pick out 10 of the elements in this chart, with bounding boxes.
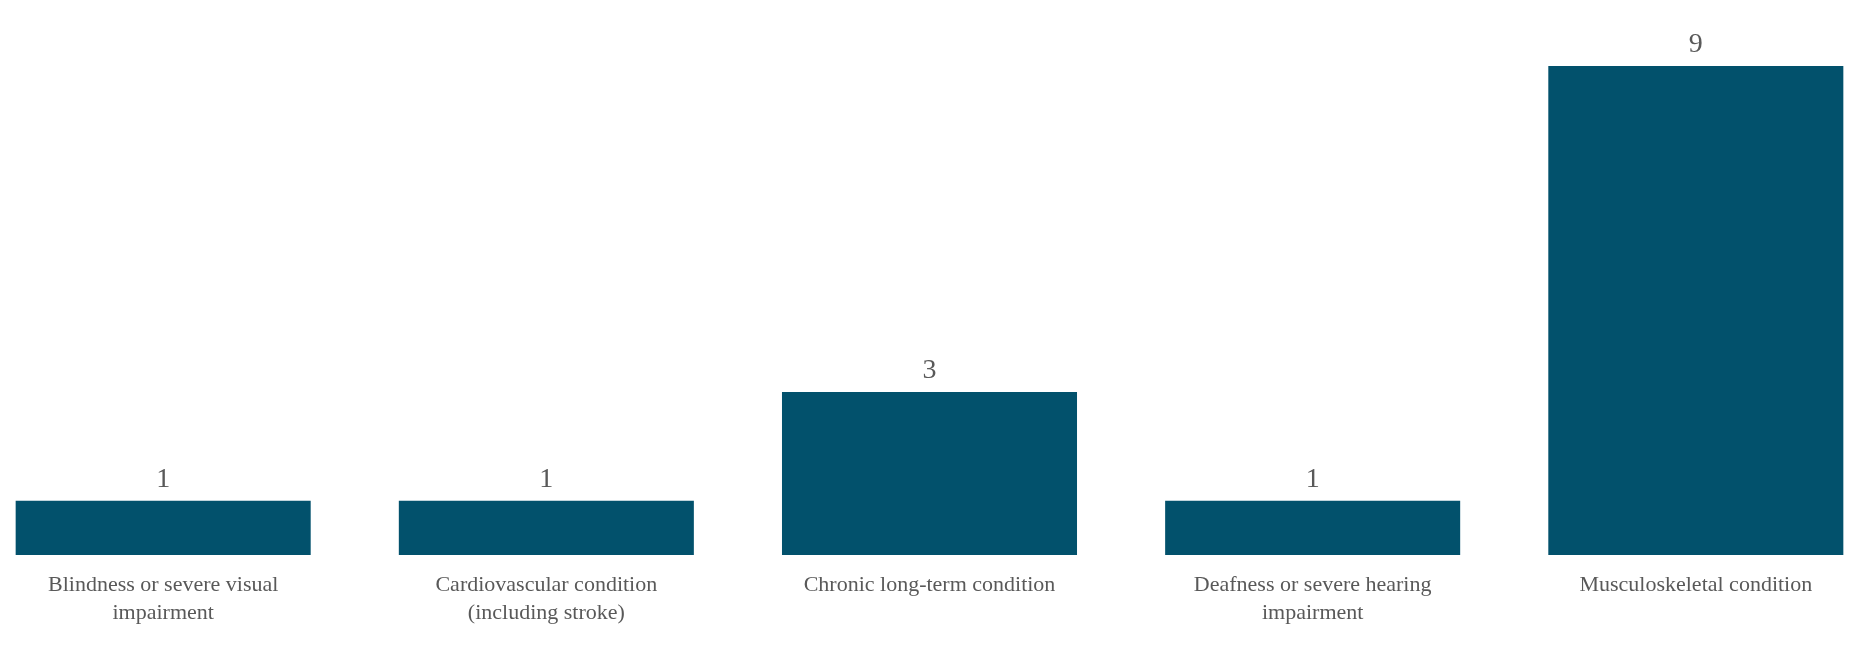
x-tick-label: Deafness or severe hearing impairment <box>1193 570 1432 624</box>
x-tick-label: Chronic long-term condition <box>803 570 1056 596</box>
x-tick-label: Cardiovascular condition (including stroke) <box>435 570 658 624</box>
x-tick-label: Blindness or severe visual impairment <box>48 570 279 624</box>
data-label: 1 <box>539 461 554 493</box>
data-label: 1 <box>156 461 171 493</box>
data-label: 9 <box>1688 27 1703 58</box>
data-label: 1 <box>1305 461 1320 493</box>
x-tick-label: Musculoskeletal condition <box>1579 570 1813 596</box>
data-label: 3 <box>922 353 937 384</box>
